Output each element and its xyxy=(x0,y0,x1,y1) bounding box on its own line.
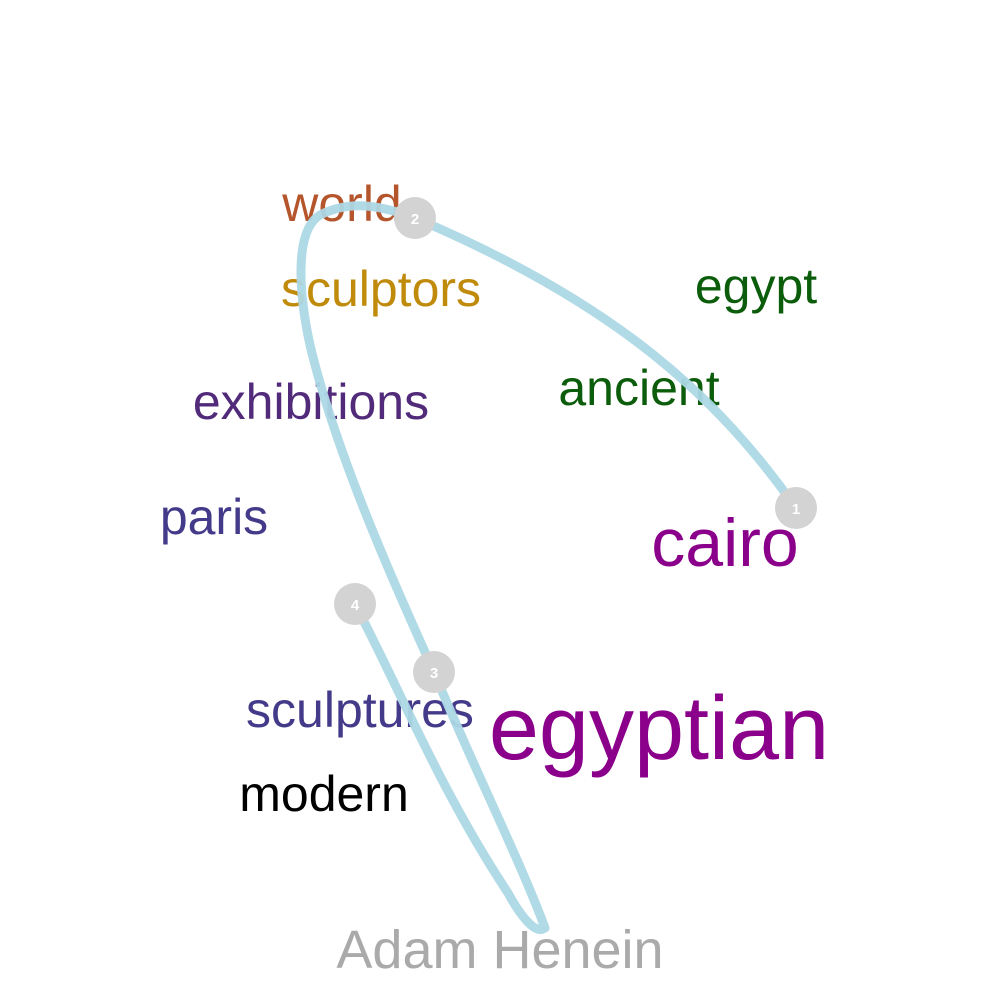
marker-4: 4 xyxy=(334,583,376,625)
marker-1-label: 1 xyxy=(792,501,800,518)
word-cairo: cairo xyxy=(651,505,798,581)
marker-4-dot xyxy=(334,583,376,625)
marker-3: 3 xyxy=(413,651,455,693)
word-egypt: egypt xyxy=(695,258,817,314)
word-egyptian: egyptian xyxy=(489,679,829,779)
word-exhibitions: exhibitions xyxy=(193,374,429,430)
trajectory-path xyxy=(296,201,801,934)
word-paris: paris xyxy=(160,489,268,545)
marker-2-label: 2 xyxy=(411,211,419,228)
marker-3-dot xyxy=(413,651,455,693)
name-label: Adam Henein xyxy=(336,920,663,980)
marker-1-dot xyxy=(775,487,817,529)
marker-3-label: 3 xyxy=(430,665,438,682)
marker-1: 1 xyxy=(775,487,817,529)
word-sculptors: sculptors xyxy=(281,261,481,317)
marker-2: 2 xyxy=(394,197,436,239)
marker-4-label: 4 xyxy=(351,597,360,614)
word-modern: modern xyxy=(239,766,409,822)
marker-2-dot xyxy=(394,197,436,239)
